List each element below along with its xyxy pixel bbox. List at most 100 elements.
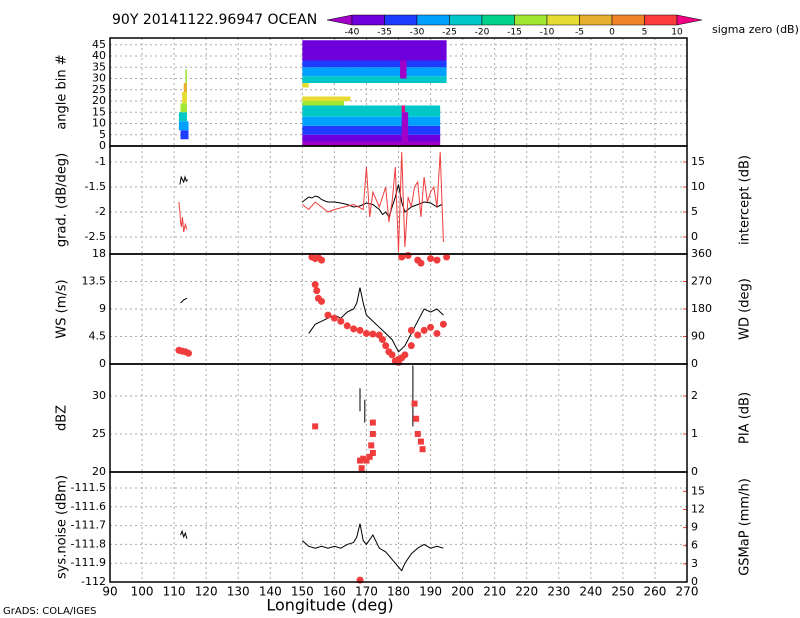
- heatmap-cell: [180, 130, 189, 140]
- heatmap-cell: [302, 101, 345, 106]
- series-dot: [395, 355, 402, 363]
- series-dot: [356, 326, 364, 334]
- heatmap-cell: [302, 83, 309, 88]
- colorbar-box: [546, 14, 580, 26]
- series-square: [417, 438, 424, 445]
- series-dot: [311, 281, 319, 289]
- heatmap-cell: [183, 83, 187, 92]
- series-dot: [433, 329, 441, 337]
- series-dot: [388, 351, 396, 359]
- y-tick-label: 30: [92, 389, 106, 402]
- y-tick-label: 5: [99, 128, 106, 141]
- series-dot: [185, 349, 193, 357]
- x-axis-label: Longitude (deg): [266, 596, 393, 615]
- y2-tick-label: 180: [691, 302, 712, 315]
- colorbar-box: [481, 14, 515, 26]
- series-dot: [378, 336, 386, 344]
- heatmap-cell: [400, 60, 407, 79]
- x-tick-label: 120: [195, 585, 218, 599]
- y-tick-label: -111.5: [71, 481, 106, 494]
- series-square: [369, 430, 376, 437]
- colorbar-end: [326, 14, 353, 26]
- heatmap-cell: [178, 121, 189, 131]
- colorbar-tick-label: -5: [575, 28, 584, 38]
- series-line: [178, 151, 444, 253]
- y-tick-label: 9: [99, 302, 106, 315]
- x-tick-label: 270: [676, 585, 699, 599]
- heatmap-cell: [182, 92, 187, 104]
- series-dot: [318, 297, 326, 305]
- colorbar-tick-label: -25: [442, 28, 457, 38]
- series-dot: [369, 330, 377, 338]
- series-square: [413, 415, 420, 422]
- y-tick-label: -2.5: [85, 230, 106, 243]
- heatmap-cell: [302, 40, 447, 61]
- y2-tick-label: 15: [691, 155, 705, 168]
- x-tick-label: 260: [643, 585, 666, 599]
- y-tick-label: -1.5: [85, 180, 106, 193]
- y-tick-label: 25: [92, 83, 106, 96]
- series-dot: [417, 259, 425, 267]
- y2-tick-label: 9: [691, 521, 698, 534]
- heatmap-cell: [302, 96, 351, 101]
- title: 90Y 20141122.96947 OCEAN: [112, 12, 317, 28]
- heatmap-cell: [302, 76, 447, 83]
- y2-tick-label: 0: [691, 575, 698, 588]
- series-dot: [382, 342, 390, 350]
- series-square: [369, 449, 376, 456]
- series-dot: [313, 287, 321, 295]
- y2-tick-label: 5: [691, 205, 698, 218]
- heatmap-cell: [302, 116, 441, 126]
- series-square: [369, 419, 376, 426]
- heatmap-cell: [302, 105, 441, 117]
- y-tick-label: 20: [92, 465, 106, 478]
- x-tick-label: 170: [355, 585, 378, 599]
- x-tick-label: 140: [259, 585, 282, 599]
- series-dot: [318, 256, 326, 264]
- series-dot: [443, 253, 451, 261]
- y-tick-label: -111.6: [71, 500, 106, 513]
- colorbar-tick-label: -35: [377, 28, 392, 38]
- x-tick-label: 150: [291, 585, 314, 599]
- y2-tick-label: 6: [691, 539, 698, 552]
- series-square: [357, 457, 364, 464]
- series-dot: [330, 314, 338, 322]
- series-square: [411, 400, 418, 407]
- y2-tick-label: 360: [691, 247, 712, 260]
- colorbar-label: sigma zero (dB): [712, 23, 799, 36]
- y-tick-label: 0: [99, 139, 106, 152]
- series-line: [180, 523, 444, 572]
- colorbar-tick-label: 5: [642, 28, 648, 38]
- y-tick-label: -112: [81, 575, 106, 588]
- y2-tick-label: 10: [691, 180, 705, 193]
- series-dot: [337, 317, 345, 325]
- y-tick-label: 35: [92, 60, 106, 73]
- series-dot: [427, 323, 435, 331]
- y-tick-label: -111.7: [71, 519, 106, 532]
- y-axis-label: WS (m/s): [55, 279, 70, 338]
- y-tick-label: 25: [92, 427, 106, 440]
- x-tick-label: 180: [387, 585, 410, 599]
- y2-axis-label: intercept (dB): [738, 155, 753, 245]
- x-tick-label: 210: [483, 585, 506, 599]
- series-dot: [427, 255, 435, 263]
- y-tick-label: 13.5: [82, 275, 107, 288]
- y-tick-label: 20: [92, 94, 106, 107]
- heatmap-cell: [401, 112, 409, 146]
- series-square: [368, 442, 375, 449]
- colorbar-box: [611, 14, 645, 26]
- heatmap-cell: [401, 105, 405, 113]
- colorbar-tick-label: 0: [609, 28, 615, 38]
- y-axis-label: angle bin #: [55, 54, 70, 129]
- x-tick-label: 240: [579, 585, 602, 599]
- colorbar-box: [416, 14, 450, 26]
- series-dot: [407, 326, 415, 334]
- series-dot: [343, 322, 351, 330]
- y-tick-label: -2: [95, 205, 106, 218]
- heatmap-cell: [302, 60, 447, 68]
- y-tick-label: -1: [95, 155, 106, 168]
- colorbar-tick-label: -40: [345, 28, 360, 38]
- x-tick-label: 110: [163, 585, 186, 599]
- series-square: [312, 423, 319, 430]
